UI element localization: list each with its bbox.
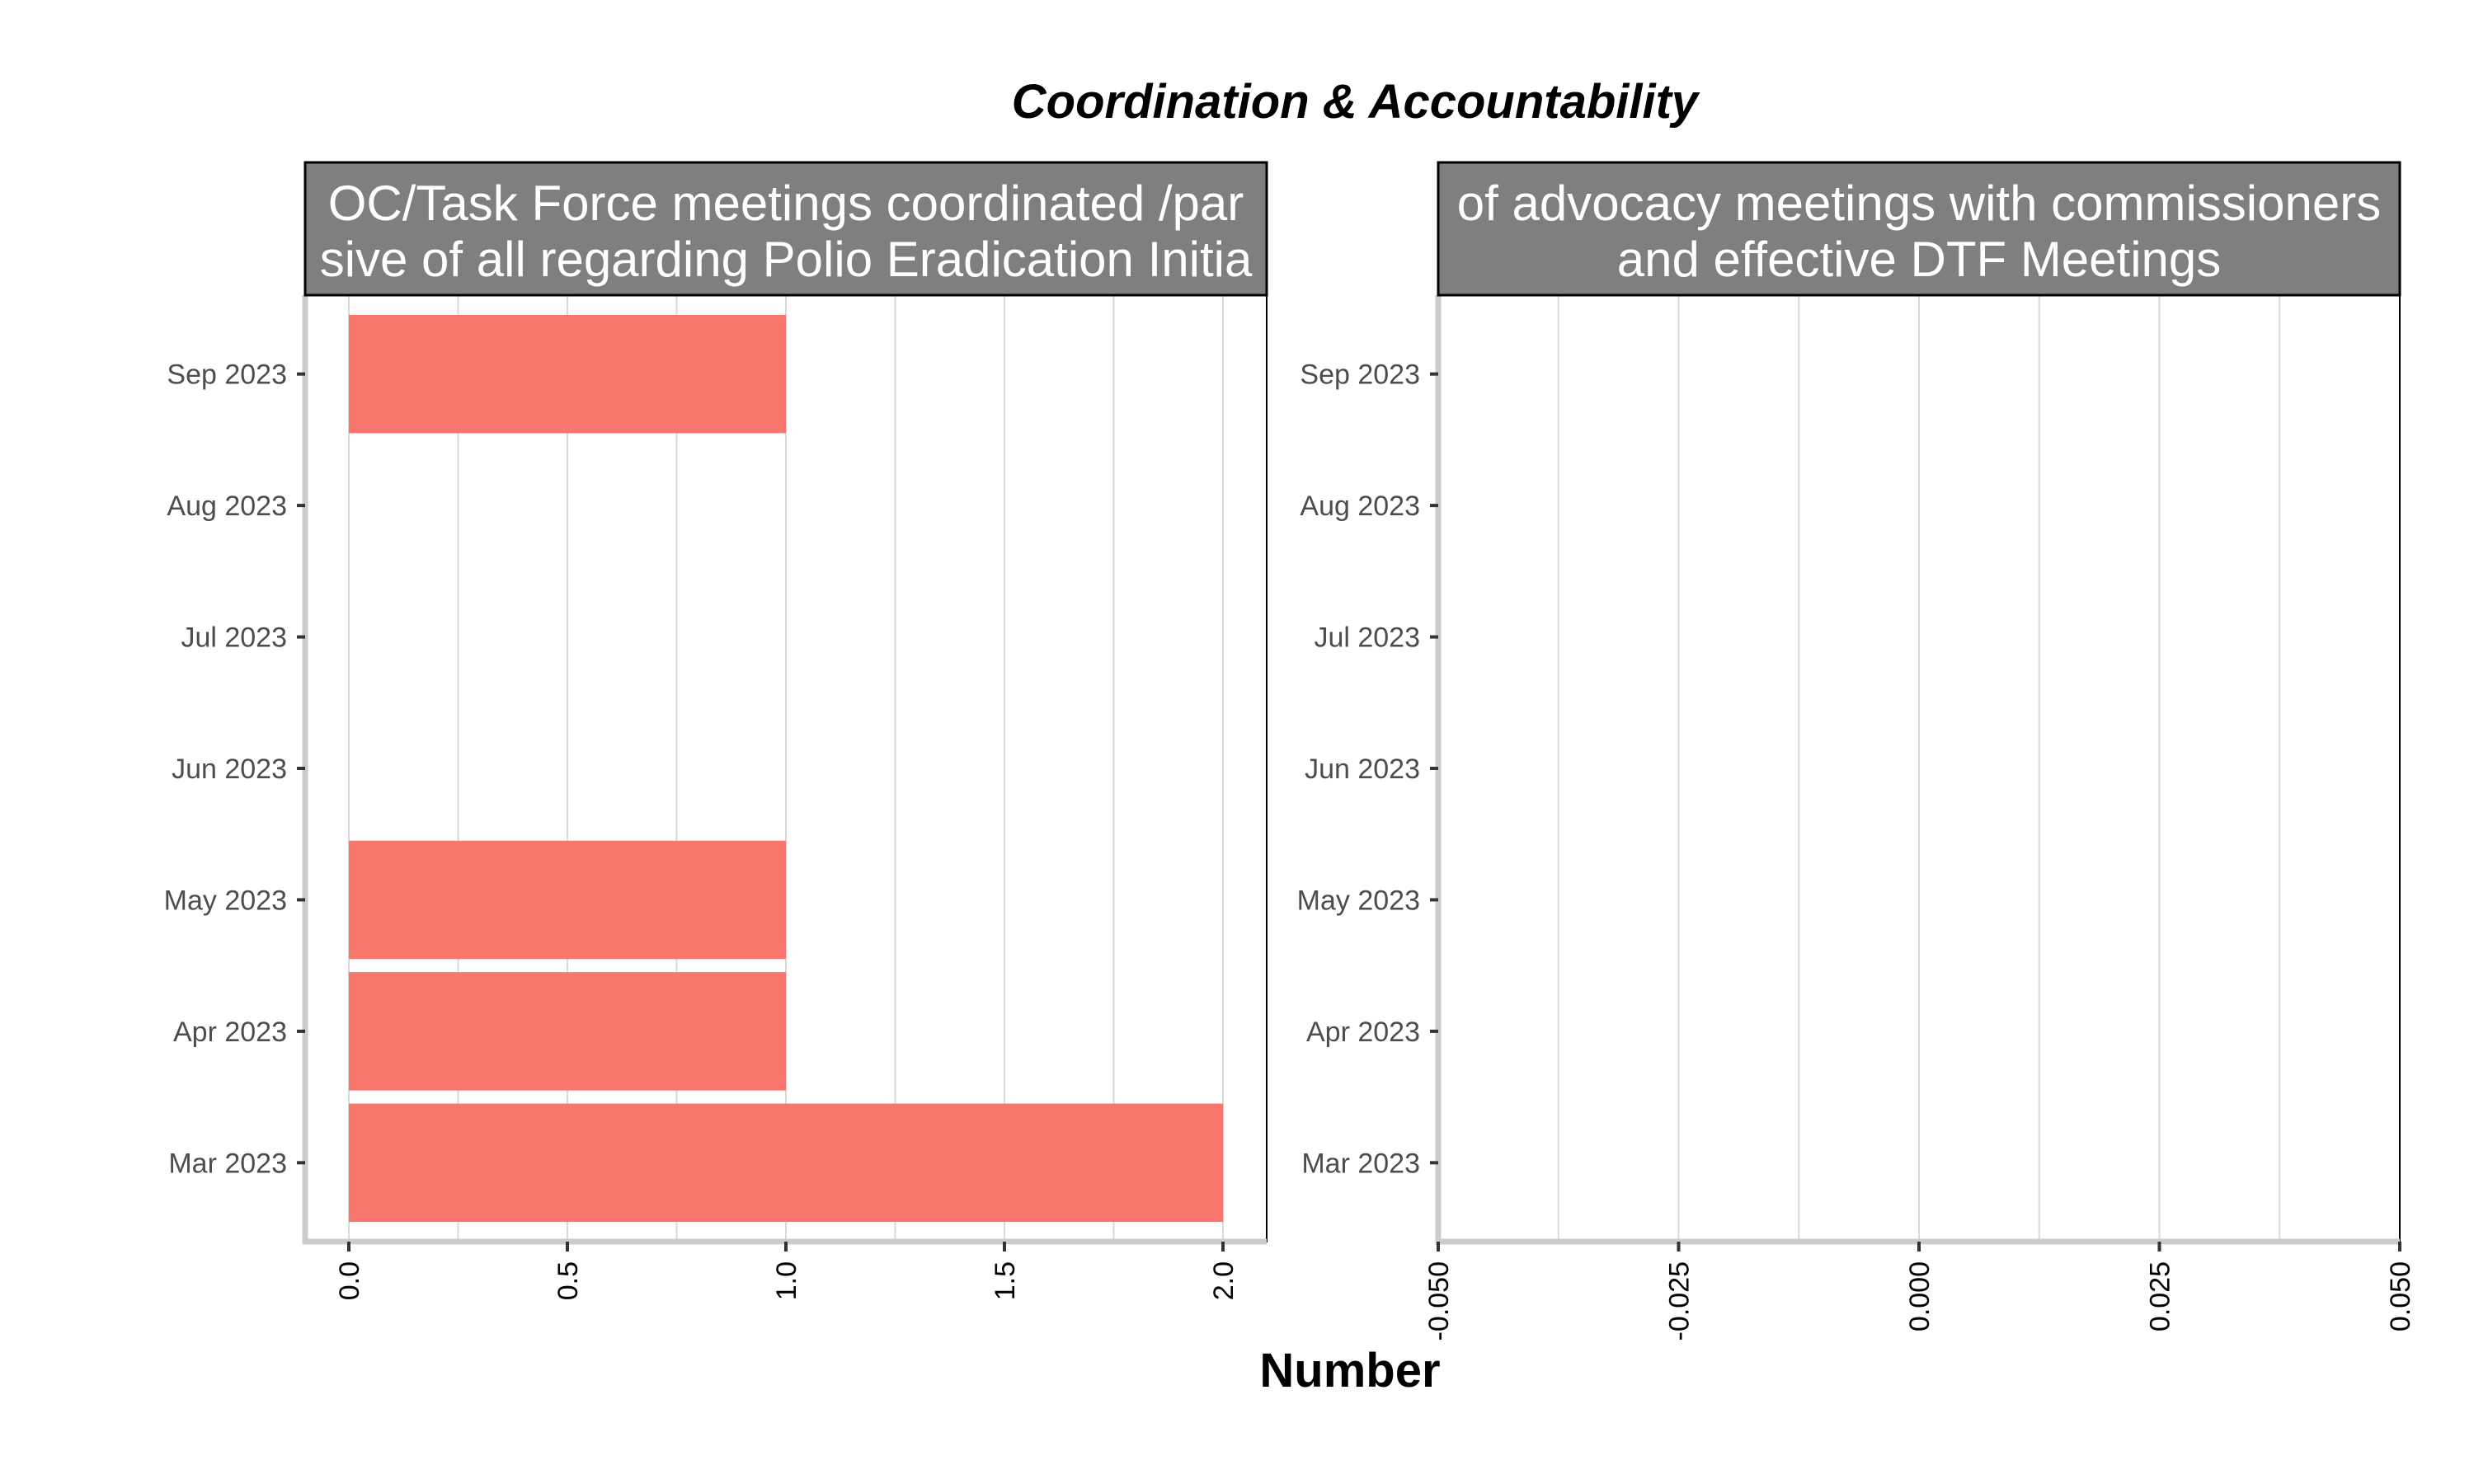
y-tick-label: Aug 2023 [167,491,287,522]
y-tick-label: Aug 2023 [1300,491,1420,522]
bar-mar-2023 [349,1103,1223,1223]
y-tick-label: Apr 2023 [173,1017,287,1048]
bar-sep-2023 [349,314,786,434]
x-axis-title: Number [1259,1344,1440,1397]
x-tick-label: 0.050 [2385,1261,2416,1331]
facet-strip [303,161,1268,297]
x-tick-label: 0.000 [1904,1261,1935,1331]
bar-may-2023 [349,840,786,960]
facet-strip-text: of advocacy meetings with commissionersa… [1457,176,2381,287]
x-tick-label: 1.5 [990,1261,1021,1300]
y-tick-label: May 2023 [1297,885,1420,916]
y-tick-label: May 2023 [164,885,287,916]
facet-title-line: OC/Task Force meetings coordinated /par [328,176,1244,231]
x-tick-label: 0.5 [553,1261,584,1300]
bar-group [349,314,1223,1223]
facet-strip [1437,161,2401,297]
y-tick-label: Jun 2023 [1305,754,1420,785]
facet-panel: OC/Task Force meetings coordinated /pars… [164,161,1268,1300]
y-tick-label: Mar 2023 [1301,1148,1420,1179]
facet-title-line: of advocacy meetings with commissioners [1457,176,2381,231]
y-tick-label: Apr 2023 [1306,1017,1420,1048]
bar-apr-2023 [349,972,786,1091]
facet-title-line: and effective DTF Meetings [1617,232,2222,287]
y-tick-label: Jul 2023 [1314,622,1420,654]
x-tick-label: 0.0 [334,1261,365,1300]
y-tick-label: Jul 2023 [181,622,287,654]
y-tick-label: Mar 2023 [168,1148,287,1179]
facet-panels: OC/Task Force meetings coordinated /pars… [164,161,2416,1341]
x-tick-label: 1.0 [771,1261,802,1300]
facet-strip-text: OC/Task Force meetings coordinated /pars… [320,176,1253,287]
y-tick-label: Sep 2023 [167,359,287,391]
x-tick-label: 0.025 [2145,1261,2176,1331]
chart-title: Coordination & Accountability [1012,75,1700,129]
x-tick-label: -0.050 [1423,1261,1455,1341]
x-tick-label: 2.0 [1208,1261,1239,1300]
x-tick-label: -0.025 [1664,1261,1696,1341]
y-tick-label: Jun 2023 [172,754,287,785]
facet-title-line: sive of all regarding Polio Eradication … [320,232,1253,287]
y-tick-label: Sep 2023 [1300,359,1420,391]
facet-panel: of advocacy meetings with commissionersa… [1297,161,2416,1341]
